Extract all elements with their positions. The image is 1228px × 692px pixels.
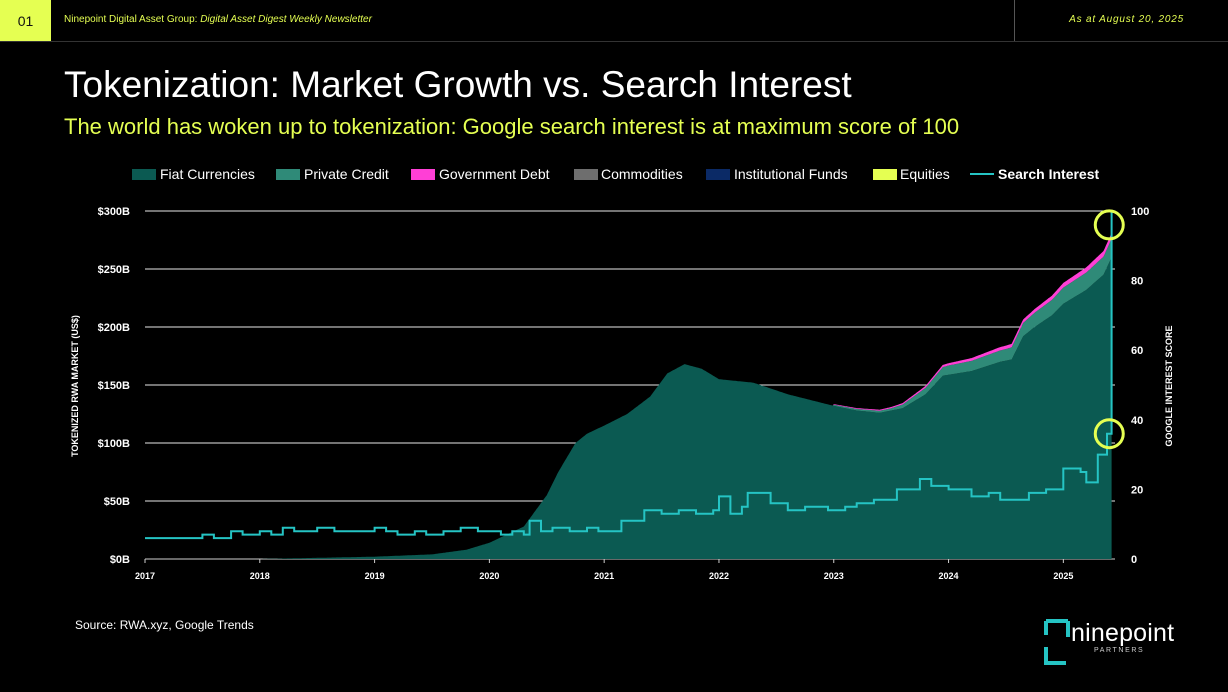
area-fiat-currencies bbox=[145, 257, 1112, 559]
legend-label-equities: Equities bbox=[900, 166, 950, 182]
y-axis-label: TOKENIZED RWA MARKET (US$) bbox=[70, 315, 80, 457]
y2-tick-label: 60 bbox=[1131, 345, 1143, 357]
y2-axis-label: GOOGLE INTEREST SCORE bbox=[1164, 325, 1174, 446]
y2-tick-label: 40 bbox=[1131, 415, 1143, 427]
source-note: Source: RWA.xyz, Google Trends bbox=[75, 618, 254, 632]
chart-axes: $0B $50B $100B $150B $200B $250B $300B 0 20 40 60 8… bbox=[98, 206, 1150, 581]
y2-tick-label: 100 bbox=[1131, 206, 1149, 218]
as-at-date: As at August 20, 2025 bbox=[1069, 14, 1184, 25]
search-interest-line bbox=[145, 211, 1113, 540]
y2-tick-label: 0 bbox=[1131, 554, 1137, 566]
page-title: Tokenization: Market Growth vs. Search I… bbox=[64, 64, 852, 105]
y-tick-label: $300B bbox=[98, 206, 130, 218]
market-areas bbox=[145, 233, 1112, 560]
highlight-circles bbox=[1093, 209, 1125, 450]
chart-legend: Fiat Currencies Private Credit Governmen… bbox=[132, 166, 1099, 182]
legend-swatch-commodities bbox=[574, 169, 598, 180]
legend-label-fiat-currencies: Fiat Currencies bbox=[160, 166, 255, 182]
y-tick-label: $150B bbox=[98, 380, 130, 392]
legend-label-search-interest: Search Interest bbox=[998, 166, 1099, 182]
ninepoint-bracket-logo-icon bbox=[1044, 619, 1070, 665]
page-subtitle: The world has woken up to tokenization: … bbox=[64, 114, 960, 139]
y-tick-label: $50B bbox=[104, 496, 130, 508]
x-tick-label: 2024 bbox=[939, 571, 959, 581]
header-divider bbox=[1014, 0, 1015, 41]
y-tick-label: $100B bbox=[98, 438, 130, 450]
y2-tick-label: 80 bbox=[1131, 276, 1143, 288]
y-tick-label: $200B bbox=[98, 322, 130, 334]
y-tick-label: $0B bbox=[110, 554, 130, 566]
highlight-circle bbox=[1093, 418, 1125, 450]
company-logo: ninepoint PARTNERS bbox=[1042, 617, 1192, 672]
legend-label-institutional-funds: Institutional Funds bbox=[734, 166, 848, 182]
logo-wordmark: ninepoint bbox=[1071, 619, 1175, 647]
x-tick-label: 2020 bbox=[479, 571, 499, 581]
y-tick-label: $250B bbox=[98, 264, 130, 276]
x-tick-label: 2023 bbox=[824, 571, 844, 581]
x-tick-label: 2022 bbox=[709, 571, 729, 581]
x-tick-label: 2025 bbox=[1053, 571, 1073, 581]
org-name: Ninepoint Digital Asset Group: bbox=[64, 14, 198, 25]
logo-tagline: PARTNERS bbox=[1094, 647, 1145, 654]
search-interest-series bbox=[145, 211, 1113, 540]
x-tick-label: 2018 bbox=[250, 571, 270, 581]
x-tick-label: 2021 bbox=[594, 571, 614, 581]
publication-name: Digital Asset Digest Weekly Newsletter bbox=[200, 14, 372, 25]
legend-swatch-equities bbox=[873, 169, 897, 180]
legend-swatch-institutional-funds bbox=[706, 169, 730, 180]
legend-swatch-fiat-currencies bbox=[132, 169, 156, 180]
legend-label-commodities: Commodities bbox=[601, 166, 683, 182]
legend-swatch-government-debt bbox=[411, 169, 435, 180]
legend-swatch-private-credit bbox=[276, 169, 300, 180]
legend-label-private-credit: Private Credit bbox=[304, 166, 389, 182]
page-number: 01 bbox=[0, 0, 51, 41]
header-bar: 01 Ninepoint Digital Asset Group: Digita… bbox=[0, 0, 1228, 42]
newsletter-title: Ninepoint Digital Asset Group: Digital A… bbox=[64, 14, 372, 25]
x-tick-label: 2019 bbox=[365, 571, 385, 581]
y2-tick-label: 20 bbox=[1131, 484, 1143, 496]
legend-label-government-debt: Government Debt bbox=[439, 166, 550, 182]
x-tick-label: 2017 bbox=[135, 571, 155, 581]
highlight-circle bbox=[1093, 209, 1125, 241]
